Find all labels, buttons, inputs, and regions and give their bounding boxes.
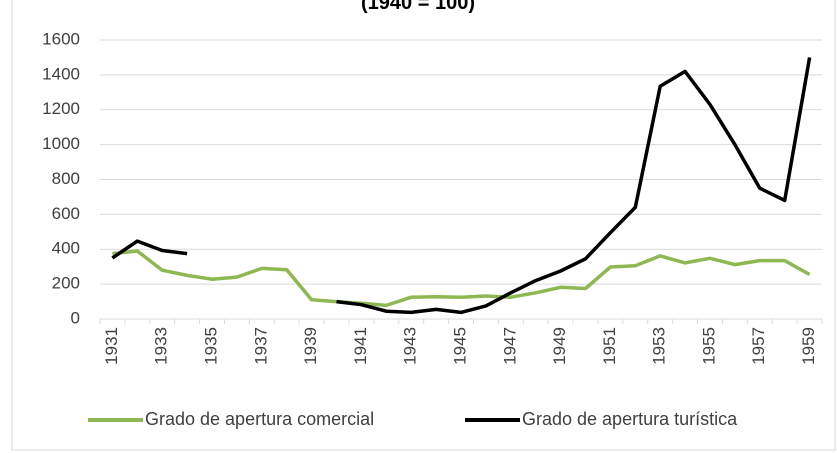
x-tick-label: 1949 <box>550 327 569 365</box>
x-tick-label: 1939 <box>301 327 320 365</box>
x-tick-label: 1937 <box>251 327 270 365</box>
y-tick-label: 1400 <box>42 64 80 83</box>
y-tick-label: 1000 <box>42 134 80 153</box>
y-tick-label: 600 <box>52 204 80 223</box>
legend-label: Grado de apertura comercial <box>145 409 374 429</box>
x-tick-label: 1943 <box>401 327 420 365</box>
x-tick-label: 1955 <box>699 327 718 365</box>
x-tick-label: 1933 <box>152 327 171 365</box>
x-tick-label: 1951 <box>600 327 619 365</box>
series-line <box>112 249 811 308</box>
x-tick-label: 1931 <box>102 327 121 365</box>
x-tick-label: 1935 <box>202 327 221 365</box>
y-tick-label: 1600 <box>42 29 80 48</box>
y-tick-label: 1200 <box>42 99 80 118</box>
x-tick-label: 1945 <box>450 327 469 365</box>
x-tick-label: 1957 <box>749 327 768 365</box>
y-tick-label: 800 <box>52 169 80 188</box>
y-tick-label: 200 <box>52 274 80 293</box>
series-line <box>111 57 812 315</box>
y-tick-label: 400 <box>52 239 80 258</box>
x-tick-label: 1941 <box>351 327 370 365</box>
legend-label: Grado de apertura turística <box>522 409 738 429</box>
chart-border <box>11 0 836 451</box>
x-tick-label: 1947 <box>500 327 519 365</box>
x-tick-label: 1953 <box>650 327 669 365</box>
y-tick-label: 0 <box>71 308 80 327</box>
chart-title: (1940 = 100) <box>361 0 475 14</box>
x-tick-label: 1959 <box>799 327 818 365</box>
